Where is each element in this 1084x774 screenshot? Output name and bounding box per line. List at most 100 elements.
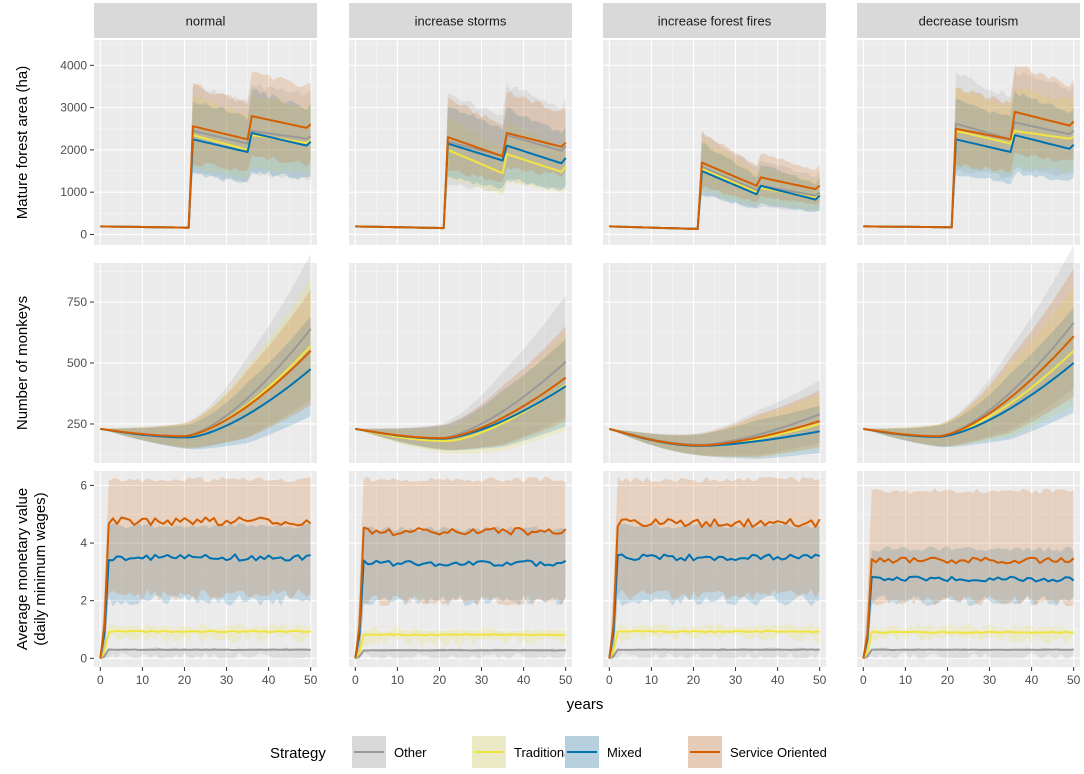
facet-strip-label: increase forest fires <box>658 14 772 29</box>
x-tick-label: 50 <box>559 673 573 687</box>
x-tick-label: 0 <box>352 673 359 687</box>
line-mixed <box>99 553 311 659</box>
line-other <box>354 649 566 660</box>
y-tick-label: 0 <box>80 651 87 665</box>
y-axis-label-line: Number of monkeys <box>14 296 31 430</box>
band-traditional <box>863 286 1074 447</box>
panel-3-increase-forest-fires <box>603 471 826 667</box>
band-traditional <box>100 623 311 659</box>
line-traditional <box>862 630 1074 659</box>
x-tick-label: 20 <box>433 673 447 687</box>
band-mixed <box>609 405 820 459</box>
x-tick-label: 0 <box>97 673 104 687</box>
x-tick-label: 20 <box>941 673 955 687</box>
y-tick-label: 4000 <box>60 58 87 72</box>
band-mixed <box>863 90 1074 228</box>
x-tick-label: 30 <box>220 673 234 687</box>
panel-2-normal <box>94 253 317 463</box>
y-axis-label-row-2: Number of monkeys <box>14 296 31 430</box>
facet-strip-normal <box>94 3 317 38</box>
x-tick-label: 20 <box>687 673 701 687</box>
line-service-oriented <box>609 420 820 447</box>
line-traditional <box>354 633 566 659</box>
x-tick-label: 0 <box>606 673 613 687</box>
legend-item-mixed: Mixed <box>565 736 642 768</box>
x-tick-label: 10 <box>645 673 659 687</box>
band-other <box>355 646 566 659</box>
panel-1-increase-forest-fires <box>603 40 826 245</box>
band-traditional <box>355 117 566 229</box>
x-tick-label: 20 <box>178 673 192 687</box>
panel-3-increase-storms <box>349 471 572 667</box>
band-other <box>863 70 1074 228</box>
line-other <box>99 648 311 660</box>
facet-strip-label: normal <box>186 14 226 29</box>
line-service-oriented <box>862 556 1075 659</box>
legend-item-other: Other <box>352 736 427 768</box>
band-mixed <box>863 307 1074 448</box>
band-other <box>609 131 820 230</box>
legend-label: Traditional <box>514 745 574 760</box>
y-axis-label-row-1: Mature forest area (ha) <box>14 66 31 219</box>
x-tick-label: 10 <box>136 673 150 687</box>
facet-strip-increase-forest-fires <box>603 3 826 38</box>
panel-2-decrease-tourism <box>857 244 1080 463</box>
facet-strip-label: decrease tourism <box>919 14 1019 29</box>
facet-strip-increase-storms <box>349 3 572 38</box>
legend-label: Service Oriented <box>730 745 827 760</box>
x-tick-label: 40 <box>262 673 276 687</box>
band-service-oriented <box>609 130 820 230</box>
band-mixed <box>863 546 1074 659</box>
x-tick-label: 50 <box>813 673 827 687</box>
y-tick-label: 0 <box>80 227 87 241</box>
band-service-oriented <box>100 71 311 229</box>
line-service-oriented <box>609 161 821 230</box>
y-axis-label-line: (daily minimum wages) <box>32 492 49 645</box>
band-service-oriented <box>863 488 1074 659</box>
band-service-oriented <box>355 91 566 229</box>
x-tick-label: 10 <box>899 673 913 687</box>
line-traditional <box>608 629 820 659</box>
panel-2-increase-forest-fires <box>603 263 826 463</box>
line-service-oriented <box>354 526 567 659</box>
band-traditional <box>100 279 311 448</box>
axes-layer: Mature forest area (ha) Number of monkeys… <box>14 58 1081 687</box>
band-mixed <box>100 88 311 229</box>
band-other <box>100 83 311 229</box>
line-other <box>608 648 820 660</box>
line-service-oriented <box>355 376 567 440</box>
x-tick-label: 30 <box>729 673 743 687</box>
x-tick-label: 40 <box>517 673 531 687</box>
line-service-oriented <box>863 335 1075 438</box>
band-mixed <box>100 316 311 450</box>
legend: Strategy Other Traditional Mixed Service Or… <box>270 736 827 768</box>
line-mixed <box>354 559 567 659</box>
y-tick-label: 6 <box>80 478 87 492</box>
line-service-oriented <box>99 516 312 659</box>
panels-layer <box>94 40 1080 667</box>
panel-1-decrease-tourism <box>857 40 1080 245</box>
y-tick-label: 3000 <box>60 101 87 115</box>
band-traditional <box>863 86 1074 228</box>
y-axis-label-line: Average monetary value <box>14 488 31 650</box>
facet-strip-decrease-tourism <box>857 3 1080 38</box>
line-service-oriented <box>355 132 567 230</box>
y-tick-label: 4 <box>80 536 87 550</box>
band-other <box>100 253 311 449</box>
line-service-oriented <box>863 110 1075 229</box>
line-mixed <box>862 575 1075 659</box>
panel-3-normal <box>94 471 317 667</box>
y-tick-label: 1000 <box>60 185 87 199</box>
panel-3-decrease-tourism <box>857 471 1080 667</box>
legend-label: Other <box>394 745 427 760</box>
y-tick-label: 500 <box>67 356 87 370</box>
line-service-oriented <box>100 350 312 438</box>
y-tick-label: 750 <box>67 295 87 309</box>
line-other <box>862 648 1074 660</box>
line-service-oriented <box>608 517 821 659</box>
facet-strip-label: increase storms <box>415 14 507 29</box>
x-tick-label: 40 <box>1025 673 1039 687</box>
legend-label: Mixed <box>607 745 642 760</box>
band-mixed <box>355 338 566 451</box>
